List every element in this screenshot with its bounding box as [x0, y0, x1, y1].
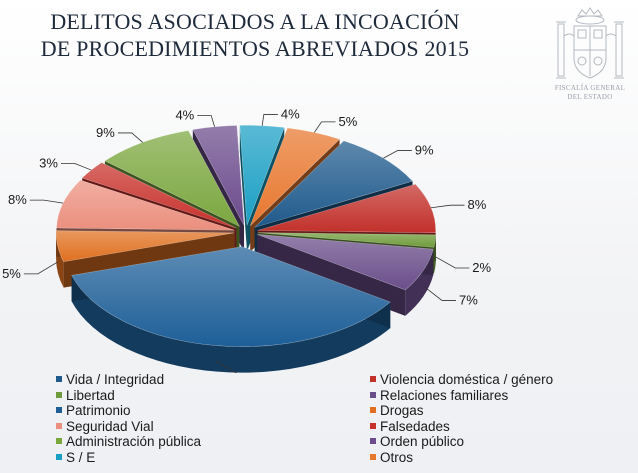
- emblem-caption-line-2: DEL ESTADO: [567, 93, 613, 101]
- legend-label-patrimonio: Patrimonio: [66, 403, 131, 419]
- legend-label-seguridad-vial: Seguridad Vial: [66, 418, 154, 434]
- chart-legend: Vida / Integridad Violencia doméstica / g…: [56, 372, 616, 468]
- legend-label-relaciones-familiares: Relaciones familiares: [380, 387, 509, 403]
- pie-slice-highlight-patrimonio: [71, 246, 391, 347]
- legend-label-vida-integridad: Vida / Integridad: [66, 372, 165, 387]
- pie-slice-highlight-otros: [250, 127, 340, 226]
- leader-line-libertad: [435, 256, 470, 269]
- pie-slice-highlight-violencia-domestica-genero: [257, 184, 436, 233]
- legend-swatch-administracion-publica: [56, 438, 62, 445]
- legend-swatch-orden-publico: [370, 438, 376, 445]
- data-label-libertad: 2%: [472, 260, 491, 275]
- pie-slice-side-patrimonio: [71, 275, 391, 373]
- coat-of-arms-icon: [556, 7, 624, 79]
- legend-swatch-vida-integridad: [56, 376, 62, 382]
- data-label-relaciones-familiares: 7%: [459, 292, 478, 307]
- pie-slice-highlight-orden-publico: [192, 125, 245, 226]
- legend-item-seguridad-vial: Seguridad Vial: [56, 419, 154, 435]
- legend-item-orden-publico: Orden público: [370, 434, 464, 450]
- pie-slice-highlight-seguridad-vial: [56, 180, 235, 231]
- legend-label-otros: Otros: [380, 450, 414, 465]
- legend-swatch-libertad: [56, 391, 62, 398]
- legend-item-administracion-publica: Administración pública: [56, 434, 201, 450]
- leader-line-seguridad-vial: [29, 199, 64, 204]
- pie-slice-highlight-s-e: [239, 125, 285, 226]
- leader-line-administracion-publica: [117, 132, 143, 143]
- chart-title: DELITOS ASOCIADOS A LA INCOACIÓN DE PROC…: [40, 8, 470, 62]
- data-label-orden-publico: 4%: [175, 108, 194, 123]
- leader-line-patrimonio: [215, 360, 237, 373]
- data-label-drogas: 5%: [2, 266, 21, 281]
- legend-swatch-patrimonio: [56, 407, 62, 414]
- leader-line-relaciones-familiares: [423, 285, 456, 301]
- legend-item-vida-integridad: Vida / Integridad: [56, 372, 164, 388]
- data-label-s-e: 4%: [281, 106, 300, 121]
- emblem-caption-line-1: FISCALÍA GENERAL: [554, 84, 626, 92]
- data-label-violencia-domestica-genero: 8%: [468, 197, 487, 212]
- legend-swatch-violencia-domestica-genero: [370, 376, 376, 382]
- pie-chart: 5%9%8%2%7%36%5%8%3%9%4%4%: [2, 106, 492, 373]
- data-label-vida-integridad: 9%: [415, 142, 434, 157]
- pie-slice-highlight-drogas: [56, 230, 235, 262]
- data-label-administracion-publica: 9%: [96, 125, 115, 140]
- pie-slice-highlight-vida-integridad: [254, 140, 413, 228]
- legend-label-violencia-domestica-genero: Violencia doméstica / género: [380, 372, 554, 387]
- legend-item-patrimonio: Patrimonio: [56, 403, 131, 419]
- legend-label-administracion-publica: Administración pública: [66, 434, 202, 450]
- legend-label-orden-publico: Orden público: [380, 434, 465, 450]
- leader-line-orden-publico: [197, 115, 215, 127]
- chart-title-line-1: DELITOS ASOCIADOS A LA INCOACIÓN: [50, 9, 460, 34]
- pie-slice-highlight-falsedades: [82, 162, 237, 229]
- leader-line-falsedades: [60, 163, 92, 171]
- leader-line-s-e: [261, 114, 278, 126]
- legend-swatch-falsedades: [370, 422, 376, 429]
- pie-slice-side-drogas: [56, 232, 64, 288]
- data-label-seguridad-vial: 8%: [8, 192, 27, 207]
- legend-item-relaciones-familiares: Relaciones familiares: [370, 388, 508, 404]
- leader-line-otros: [314, 121, 336, 133]
- legend-item-otros: Otros: [370, 450, 413, 466]
- legend-swatch-drogas: [370, 407, 376, 414]
- legend-swatch-seguridad-vial: [56, 422, 62, 429]
- legend-swatch-otros: [370, 454, 376, 460]
- data-label-otros: 5%: [339, 114, 358, 129]
- leader-line-violencia-domestica-genero: [430, 204, 465, 209]
- pie-slice-highlight-administracion-publica: [104, 130, 240, 227]
- legend-label-s-e: S / E: [66, 450, 96, 465]
- data-label-falsedades: 3%: [39, 156, 58, 171]
- legend-label-libertad: Libertad: [66, 387, 115, 403]
- pie-slice-patrimonio: [71, 246, 391, 373]
- leader-line-drogas: [23, 261, 58, 275]
- legend-item-libertad: Libertad: [56, 388, 115, 404]
- legend-item-violencia-domestica-genero: Violencia doméstica / género: [370, 372, 553, 388]
- legend-swatch-relaciones-familiares: [370, 391, 376, 398]
- emblem-caption: FISCALÍA GENERAL DEL ESTADO: [548, 84, 632, 102]
- pie-slice-highlight-libertad: [257, 232, 436, 248]
- pie-slice-highlight-relaciones-familiares: [257, 234, 434, 290]
- legend-label-drogas: Drogas: [380, 403, 424, 419]
- legend-item-s-e: S / E: [56, 450, 95, 466]
- legend-item-drogas: Drogas: [370, 403, 424, 419]
- chart-title-line-2: DE PROCEDIMIENTOS ABREVIADOS 2015: [40, 36, 470, 61]
- pie-slice-face-s-e: [239, 125, 248, 252]
- legend-item-falsedades: Falsedades: [370, 419, 450, 435]
- legend-label-falsedades: Falsedades: [380, 418, 450, 434]
- leader-line-vida-integridad: [383, 150, 412, 159]
- legend-swatch-s-e: [56, 454, 62, 460]
